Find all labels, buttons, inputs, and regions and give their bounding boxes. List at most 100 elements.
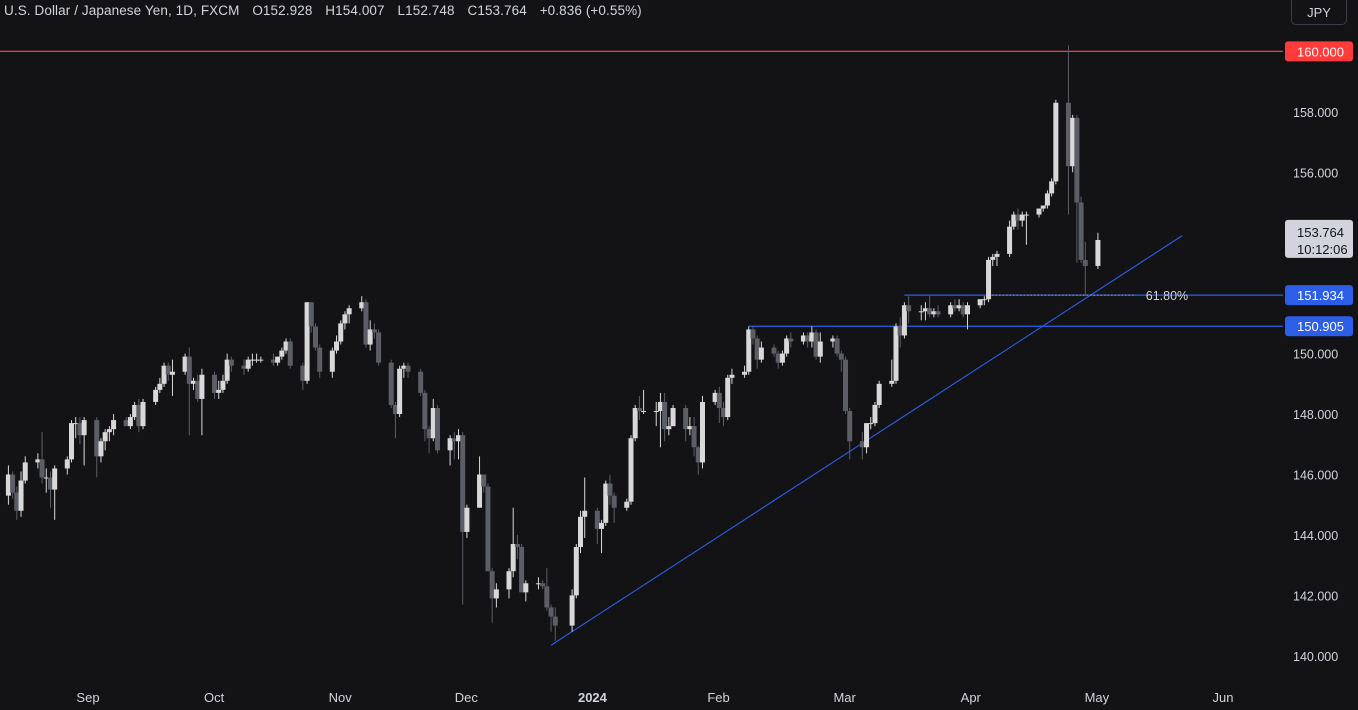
candle-body: [552, 616, 558, 626]
candle-body: [1019, 214, 1025, 221]
candle-body: [809, 332, 815, 342]
candle-body: [14, 492, 20, 511]
candle-body: [161, 365, 167, 384]
candle-body: [746, 329, 752, 372]
x-axis-tick-label: Jun: [1213, 690, 1234, 705]
candle-body: [771, 347, 777, 354]
candle-body: [514, 544, 520, 548]
x-axis-tick-label: Nov: [329, 690, 353, 705]
candle-body: [123, 420, 129, 427]
candle-body: [843, 359, 849, 412]
candle-body: [199, 374, 205, 399]
candle-body: [582, 510, 588, 517]
candle-body: [212, 374, 218, 393]
candle-body: [859, 441, 865, 448]
y-axis-tick-label: 144.000: [1293, 529, 1338, 543]
candle-body: [872, 404, 878, 424]
candle-body: [1065, 102, 1071, 167]
candle-body: [847, 411, 853, 442]
candle-body: [367, 329, 373, 345]
candle-body: [1053, 102, 1059, 182]
price-tag-fib: 151.934: [1297, 288, 1344, 303]
candle-body: [670, 408, 676, 427]
currency-button[interactable]: JPY: [1291, 0, 1347, 25]
candle-body: [838, 353, 844, 360]
candle-body: [1044, 193, 1050, 206]
candle-body: [485, 486, 491, 572]
candle-body: [540, 583, 546, 587]
candle-body: [784, 338, 790, 354]
candle-body: [312, 326, 318, 348]
candle-body: [599, 522, 605, 529]
candle-body: [1095, 239, 1101, 266]
candle-body: [683, 408, 689, 430]
candle-body: [52, 468, 58, 490]
candle-body: [405, 365, 411, 372]
candle-body: [304, 302, 310, 381]
candle-body: [965, 305, 971, 315]
candle-body: [69, 423, 75, 460]
candle-body: [191, 380, 197, 384]
price-tag-resistance-bg: [1285, 41, 1353, 62]
candle-body: [931, 311, 937, 315]
candle-body: [699, 401, 705, 463]
y-axis-tick-label: 142.000: [1293, 589, 1338, 603]
candle-body: [165, 365, 171, 375]
candle-body: [750, 329, 756, 339]
candle-body: [657, 401, 663, 412]
ohlc-close: C153.764: [467, 3, 527, 18]
candle-body: [1011, 214, 1017, 227]
axes-layer: 140.000 142.000 144.000 146.000 148.000 150.0…: [76, 45, 1338, 705]
candle-body: [186, 356, 192, 384]
candle-body: [5, 474, 11, 496]
candle-body: [1049, 181, 1055, 194]
candle-body: [695, 447, 701, 463]
candle-body: [279, 350, 285, 357]
candle-body: [956, 305, 962, 309]
candle-body: [742, 371, 748, 375]
candle-body: [544, 586, 550, 608]
x-axis-tick-label: 2024: [578, 690, 608, 705]
y-axis-tick-label: 158.000: [1293, 106, 1338, 120]
price-labels-layer: 160.000 151.934 150.905 153.764 10:12:06: [1285, 41, 1353, 337]
candle-body: [392, 404, 398, 415]
candle-body: [493, 589, 499, 599]
candle-body: [10, 474, 16, 493]
y-axis-tick-label: 150.000: [1293, 348, 1338, 362]
candle-countdown: 10:12:06: [1297, 242, 1348, 257]
candle-body: [300, 365, 306, 381]
candle-body: [241, 365, 247, 369]
candle-body: [388, 362, 394, 405]
price-tag-fib-bg: [1285, 285, 1353, 306]
candle-body: [397, 368, 403, 415]
candle-body: [573, 547, 579, 596]
candle-body: [283, 341, 289, 351]
candle-body: [47, 477, 53, 490]
candle-body: [788, 338, 794, 342]
candle-body: [153, 389, 159, 402]
candle-body: [922, 308, 928, 312]
candle-body: [224, 359, 230, 381]
candle-body: [754, 338, 760, 360]
candle-body: [691, 426, 697, 448]
x-axis-tick-label: Mar: [833, 690, 856, 705]
candle-body: [603, 483, 609, 523]
candle-body: [258, 359, 264, 361]
price-tag-support: 150.905: [1297, 319, 1344, 334]
candle-body: [102, 432, 108, 442]
candle-body: [935, 311, 941, 315]
candle-body: [725, 377, 731, 418]
candle-body: [906, 305, 912, 312]
candle-body: [363, 302, 369, 345]
candle-body: [451, 438, 457, 442]
candle-body: [447, 438, 453, 451]
candle-body: [519, 547, 525, 593]
candle-body: [426, 429, 432, 439]
candle-body: [460, 435, 466, 532]
candle-body: [98, 441, 104, 457]
candle-body: [805, 335, 811, 342]
x-axis-tick-label: Oct: [204, 690, 225, 705]
candle-body: [1015, 214, 1021, 221]
